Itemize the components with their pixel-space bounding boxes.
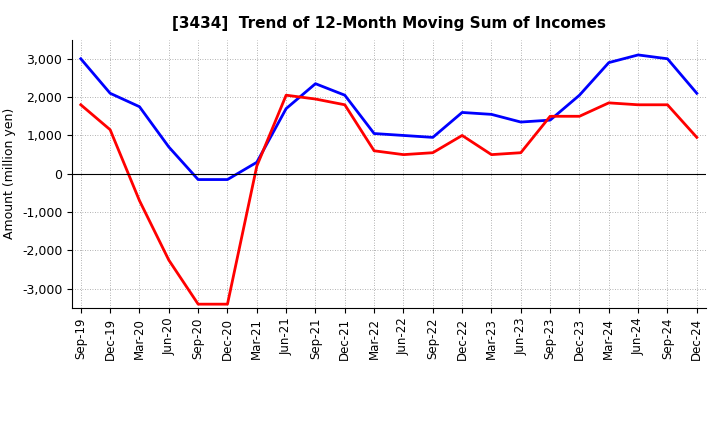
Net Income [634, 102, 642, 107]
Net Income [516, 150, 525, 155]
Net Income [253, 164, 261, 169]
Net Income [341, 102, 349, 107]
Net Income [605, 100, 613, 106]
Net Income [693, 135, 701, 140]
Net Income [311, 96, 320, 102]
Net Income [663, 102, 672, 107]
Net Income [575, 114, 584, 119]
Net Income [164, 257, 173, 263]
Ordinary Income [311, 81, 320, 86]
Net Income [428, 150, 437, 155]
Net Income [458, 133, 467, 138]
Net Income [399, 152, 408, 157]
Net Income [282, 92, 290, 98]
Net Income [546, 114, 554, 119]
Ordinary Income [341, 92, 349, 98]
Ordinary Income [194, 177, 202, 182]
Ordinary Income [516, 119, 525, 125]
Net Income [370, 148, 379, 154]
Net Income [223, 301, 232, 307]
Ordinary Income [253, 160, 261, 165]
Title: [3434]  Trend of 12-Month Moving Sum of Incomes: [3434] Trend of 12-Month Moving Sum of I… [172, 16, 606, 32]
Ordinary Income [106, 91, 114, 96]
Ordinary Income [370, 131, 379, 136]
Ordinary Income [135, 104, 144, 109]
Net Income [487, 152, 496, 157]
Ordinary Income [76, 56, 85, 62]
Ordinary Income [282, 106, 290, 111]
Ordinary Income [428, 135, 437, 140]
Ordinary Income [575, 92, 584, 98]
Net Income [106, 127, 114, 132]
Ordinary Income [487, 112, 496, 117]
Ordinary Income [458, 110, 467, 115]
Ordinary Income [605, 60, 613, 65]
Ordinary Income [399, 133, 408, 138]
Y-axis label: Amount (million yen): Amount (million yen) [4, 108, 17, 239]
Net Income [194, 301, 202, 307]
Net Income [135, 198, 144, 203]
Net Income [76, 102, 85, 107]
Ordinary Income [693, 91, 701, 96]
Ordinary Income [663, 56, 672, 62]
Ordinary Income [164, 144, 173, 150]
Ordinary Income [546, 117, 554, 123]
Line: Net Income: Net Income [81, 95, 697, 304]
Ordinary Income [634, 52, 642, 58]
Ordinary Income [223, 177, 232, 182]
Line: Ordinary Income: Ordinary Income [81, 55, 697, 180]
